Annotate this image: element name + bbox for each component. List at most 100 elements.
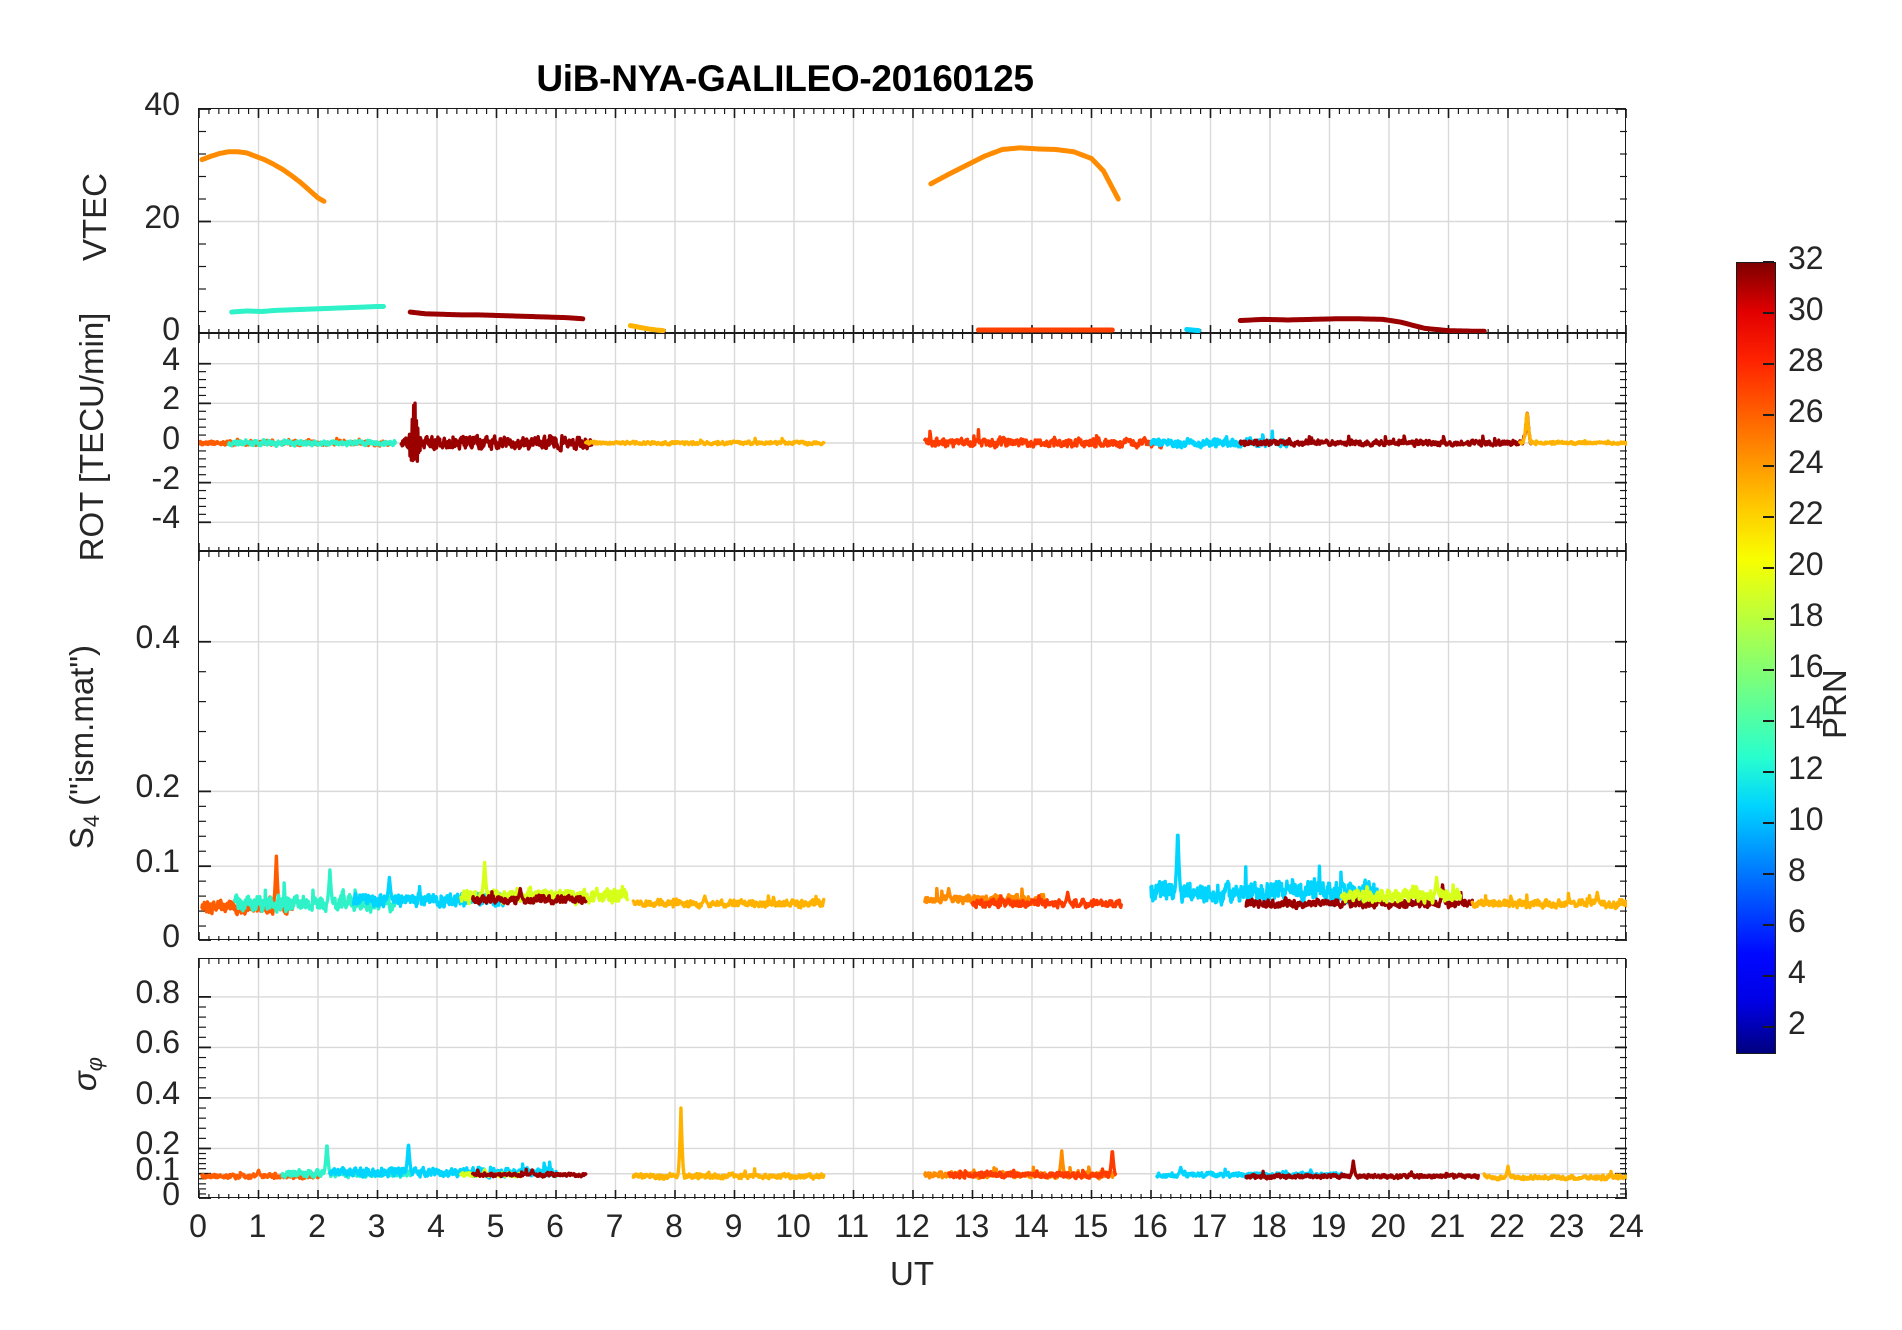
panel-rot bbox=[198, 333, 1627, 552]
x-tick-22: 22 bbox=[1489, 1208, 1525, 1244]
x-tick-1: 1 bbox=[248, 1208, 267, 1244]
series-rot-2 bbox=[399, 401, 594, 463]
colorbar bbox=[1736, 262, 1776, 1054]
series-s4-6 bbox=[923, 886, 1046, 906]
rot-ytick-neg4: -4 bbox=[151, 499, 180, 536]
x-tick-11: 11 bbox=[835, 1208, 870, 1244]
colorbar-label-22: 22 bbox=[1788, 494, 1824, 531]
series-rot-1 bbox=[227, 438, 398, 449]
colorbar-tick-16 bbox=[1763, 668, 1774, 671]
colorbar-label-16: 16 bbox=[1788, 647, 1824, 684]
colorbar-label-20: 20 bbox=[1788, 545, 1824, 582]
colorbar-tick-8 bbox=[1763, 872, 1774, 875]
colorbar-label-4: 4 bbox=[1788, 953, 1806, 990]
sigma_phi-ytick-0: 0 bbox=[162, 1176, 180, 1212]
x-tick-2: 2 bbox=[308, 1208, 326, 1244]
x-tick-14: 14 bbox=[1013, 1208, 1049, 1244]
series-rot-3 bbox=[584, 436, 826, 447]
series-vtec-7 bbox=[1237, 316, 1487, 334]
s4-ytick-0p2: 0.2 bbox=[135, 768, 180, 805]
rot-ytick-0: 0 bbox=[162, 420, 180, 456]
colorbar-tick-22 bbox=[1763, 515, 1774, 518]
x-tick-6: 6 bbox=[546, 1208, 564, 1244]
colorbar-label-32: 32 bbox=[1788, 240, 1824, 276]
series-rot-7 bbox=[1518, 412, 1627, 447]
colorbar-tick-12 bbox=[1763, 770, 1774, 773]
colorbar-label-2: 2 bbox=[1788, 1004, 1806, 1041]
x-tick-4: 4 bbox=[427, 1208, 445, 1244]
colorbar-tick-14 bbox=[1763, 719, 1774, 722]
x-tick-17: 17 bbox=[1191, 1208, 1228, 1244]
x-tick-3: 3 bbox=[367, 1208, 386, 1244]
colorbar-label-30: 30 bbox=[1788, 290, 1824, 327]
colorbar-tick-10 bbox=[1763, 821, 1774, 824]
colorbar-tick-4 bbox=[1763, 974, 1774, 977]
colorbar-tick-20 bbox=[1763, 566, 1774, 569]
colorbar-label-6: 6 bbox=[1788, 902, 1806, 939]
series-rot-4 bbox=[923, 427, 1165, 450]
rot-plot-area bbox=[199, 334, 1627, 552]
colorbar-label-24: 24 bbox=[1788, 443, 1824, 480]
x-tick-24: 24 bbox=[1608, 1208, 1644, 1244]
x-tick-18: 18 bbox=[1251, 1208, 1287, 1244]
colorbar-label-10: 10 bbox=[1788, 800, 1824, 837]
colorbar-tick-2 bbox=[1763, 1025, 1774, 1028]
series-vtec-6 bbox=[1184, 327, 1202, 334]
colorbar-tick-26 bbox=[1763, 413, 1774, 416]
s4-plot-area bbox=[199, 552, 1627, 941]
colorbar-label-28: 28 bbox=[1788, 341, 1824, 378]
colorbar-tick-30 bbox=[1763, 311, 1774, 314]
series-s4-11 bbox=[1470, 890, 1627, 911]
sigma-phi-plot-area bbox=[199, 959, 1627, 1199]
series-s4-4 bbox=[471, 886, 588, 906]
x-tick-21: 21 bbox=[1429, 1208, 1466, 1244]
series-s4-9 bbox=[1244, 883, 1474, 911]
series-s4-1 bbox=[233, 868, 398, 914]
s4-ytick-0: 0 bbox=[162, 918, 180, 954]
vtec-ytick-20: 20 bbox=[144, 198, 180, 235]
series-sigma_phi-8 bbox=[1155, 1165, 1344, 1180]
x-tick-12: 12 bbox=[894, 1208, 930, 1244]
s4-ytick-0p1: 0.1 bbox=[135, 843, 180, 880]
colorbar-tick-6 bbox=[1763, 923, 1774, 926]
series-vtec-4 bbox=[627, 323, 666, 334]
vtec-ytick-0: 0 bbox=[162, 311, 180, 347]
x-tick-8: 8 bbox=[665, 1208, 683, 1244]
x-tick-0: 0 bbox=[189, 1208, 207, 1244]
x-tick-23: 23 bbox=[1548, 1208, 1585, 1244]
colorbar-label-14: 14 bbox=[1788, 698, 1824, 735]
sigma_phi-ytick-0p1: 0.1 bbox=[135, 1150, 180, 1187]
x-tick-9: 9 bbox=[724, 1208, 743, 1244]
panel-sigma-phi bbox=[198, 958, 1627, 1199]
sigma_phi-ytick-0p6: 0.6 bbox=[135, 1024, 180, 1061]
colorbar-label-26: 26 bbox=[1788, 392, 1824, 429]
series-s4-5 bbox=[631, 894, 826, 910]
x-tick-5: 5 bbox=[486, 1208, 505, 1244]
x-tick-16: 16 bbox=[1132, 1208, 1168, 1244]
colorbar-label-12: 12 bbox=[1788, 749, 1824, 786]
x-tick-13: 13 bbox=[953, 1208, 990, 1244]
s4-ytick-0p4: 0.4 bbox=[135, 618, 180, 655]
panel-vtec bbox=[198, 108, 1627, 334]
series-vtec-2 bbox=[229, 303, 386, 315]
x-tick-7: 7 bbox=[605, 1208, 624, 1244]
sigma_phi-ytick-0p4: 0.4 bbox=[135, 1074, 180, 1111]
series-vtec-3 bbox=[407, 309, 586, 322]
colorbar-tick-24 bbox=[1763, 464, 1774, 467]
series-vtec-0 bbox=[199, 149, 327, 204]
rot-ytick-4: 4 bbox=[162, 340, 180, 377]
colorbar-tick-18 bbox=[1763, 617, 1774, 620]
x-tick-10: 10 bbox=[775, 1208, 811, 1244]
series-sigma_phi-5 bbox=[631, 1106, 826, 1181]
series-sigma_phi-9 bbox=[1244, 1159, 1480, 1181]
series-sigma_phi-7 bbox=[947, 1150, 1117, 1181]
x-tick-15: 15 bbox=[1072, 1208, 1109, 1244]
sigma_phi-ytick-0p2: 0.2 bbox=[135, 1125, 180, 1162]
series-s4-7 bbox=[970, 890, 1123, 910]
series-sigma_phi-10 bbox=[1482, 1164, 1627, 1182]
colorbar-label-18: 18 bbox=[1788, 596, 1824, 633]
sigma_phi-ytick-0p8: 0.8 bbox=[135, 973, 180, 1010]
series-sigma_phi-4 bbox=[471, 1167, 588, 1179]
panel-s4 bbox=[198, 551, 1627, 941]
